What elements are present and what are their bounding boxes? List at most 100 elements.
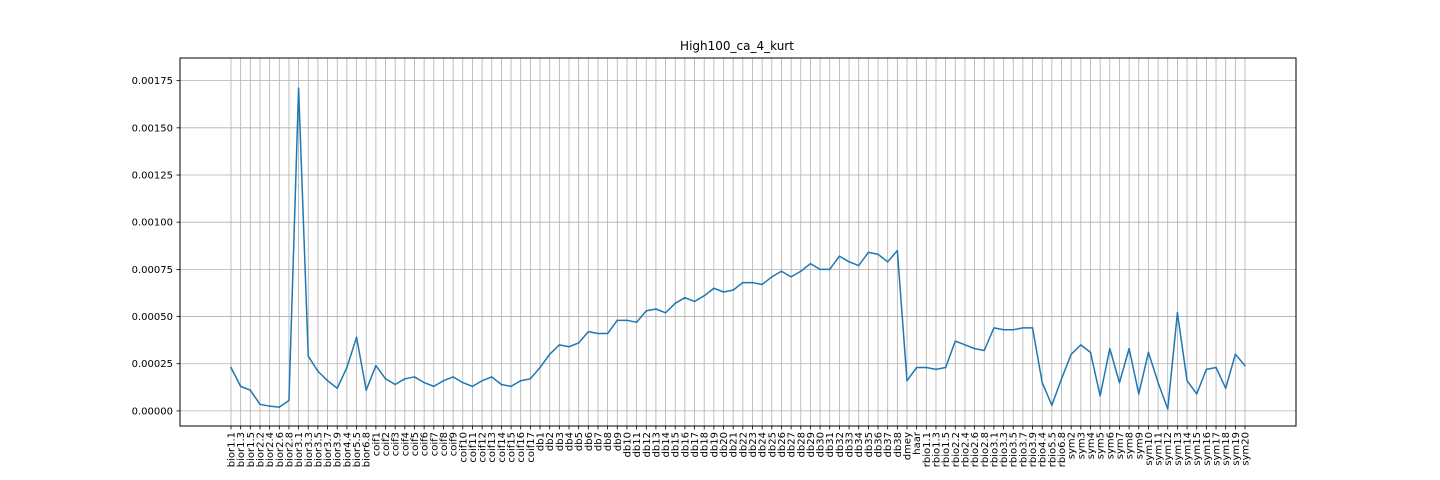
data-point (568, 345, 570, 348)
y-tick-label: 0.00100 (132, 218, 173, 229)
x-tick-label: bior4.4 (342, 432, 353, 467)
data-point (529, 378, 532, 380)
x-tick-label: bior3.7 (323, 432, 334, 467)
data-point (771, 276, 773, 278)
x-tick-label: sym10 (1144, 432, 1155, 466)
data-point (326, 379, 329, 382)
x-tick-label: db38 (893, 432, 904, 457)
data-point (906, 379, 908, 382)
x-tick-label: sym2 (1067, 432, 1078, 459)
data-point (780, 270, 783, 272)
data-point (877, 253, 879, 256)
data-point (1147, 351, 1150, 354)
x-tick-label: db27 (787, 432, 798, 457)
x-tick-label: dmey (903, 432, 914, 460)
data-point (703, 295, 705, 297)
x-tick-label: db20 (719, 432, 730, 457)
x-tick-label: haar (912, 431, 923, 455)
data-point (886, 261, 889, 263)
data-point (1109, 347, 1111, 350)
data-point (635, 321, 638, 323)
x-tick-label: bior1.3 (236, 432, 247, 467)
x-tick-label: coif13 (487, 432, 498, 463)
data-point (1224, 387, 1227, 390)
x-tick-label: rbio3.3 (999, 432, 1010, 467)
x-tick-label: sym14 (1183, 432, 1194, 466)
x-tick-label: coif2 (381, 432, 392, 456)
x-tick-label: rbio2.6 (970, 432, 981, 467)
data-point (751, 281, 754, 284)
x-tick-label: coif15 (507, 432, 518, 463)
data-point (587, 330, 590, 333)
x-tick-label: db30 (816, 432, 827, 457)
data-point (288, 399, 290, 402)
data-point (1205, 368, 1208, 371)
data-point (577, 342, 580, 344)
x-tick-label: bior2.6 (275, 432, 286, 467)
x-tick-label: db4 (565, 432, 576, 451)
data-point (259, 403, 261, 406)
x-tick-label: coif4 (400, 432, 411, 456)
data-point (278, 406, 281, 408)
x-tick-label: bior5.5 (352, 432, 363, 467)
data-point (297, 87, 300, 89)
data-point (375, 364, 377, 367)
x-tick-label: db33 (845, 432, 856, 457)
x-tick-label: rbio4.4 (1038, 432, 1049, 467)
x-tick-label: sym20 (1241, 432, 1252, 466)
x-tick-label: sym7 (1115, 432, 1126, 459)
data-point (1041, 381, 1043, 384)
x-tick-label: db18 (700, 432, 711, 457)
x-tick-label: sym6 (1105, 432, 1116, 459)
data-point (838, 255, 841, 257)
data-point (423, 381, 425, 384)
x-tick-label: bior1.5 (246, 432, 257, 467)
x-tick-label: sym5 (1096, 432, 1107, 459)
data-point (1215, 366, 1217, 369)
x-tick-label: db10 (622, 432, 633, 457)
data-point (713, 287, 715, 289)
y-tick-label: 0.00075 (132, 265, 173, 276)
x-tick-label: rbio1.5 (941, 432, 952, 467)
y-tick-label: 0.00150 (132, 123, 173, 134)
data-point (1022, 327, 1024, 329)
x-tick-label: sym8 (1125, 432, 1136, 459)
x-tick-label: coif16 (516, 432, 527, 463)
data-point (1176, 312, 1179, 314)
x-tick-label: rbio6.8 (1057, 432, 1068, 467)
x-tick-label: db22 (738, 432, 749, 457)
data-point (1060, 378, 1063, 380)
data-point (404, 378, 406, 380)
data-point (548, 353, 551, 356)
x-tick-label: sym3 (1076, 432, 1087, 459)
x-tick-label: coif9 (449, 432, 460, 456)
x-tick-label: rbio5.5 (1047, 432, 1058, 467)
x-tick-label: db29 (806, 432, 817, 457)
data-point (693, 300, 696, 303)
data-point (761, 283, 763, 286)
x-tick-label: db2 (545, 432, 556, 451)
y-tick-label: 0.00175 (132, 76, 173, 87)
x-tick-label: bior2.2 (255, 432, 266, 467)
y-tick-label: 0.00050 (132, 312, 173, 323)
data-point (307, 355, 310, 357)
x-tick-label: db24 (758, 432, 769, 457)
data-point (1080, 344, 1082, 346)
x-tick-label: coif10 (458, 432, 469, 463)
data-point (413, 376, 416, 378)
data-point (809, 262, 812, 265)
data-point (1195, 393, 1198, 395)
x-tick-label: db7 (593, 432, 604, 451)
x-tick-label: bior1.1 (227, 432, 238, 467)
data-point (993, 327, 995, 329)
data-point (983, 349, 986, 352)
data-point (915, 366, 918, 369)
x-tick-label: db15 (671, 432, 682, 457)
data-point (490, 376, 493, 378)
x-tick-label: db13 (651, 432, 662, 457)
data-point (790, 276, 792, 278)
data-point (519, 379, 522, 382)
data-point (722, 291, 725, 293)
data-point (674, 302, 676, 305)
data-point (616, 319, 619, 322)
